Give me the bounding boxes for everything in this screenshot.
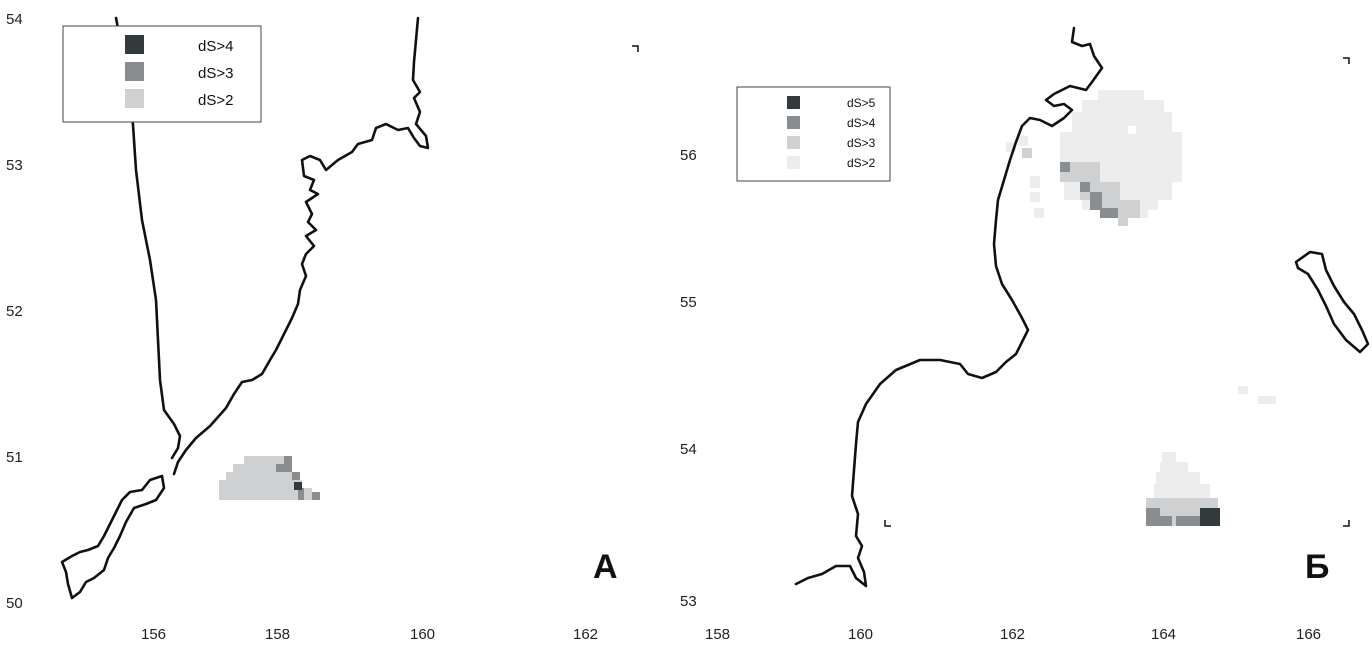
- island-paramushir: [60, 474, 166, 600]
- x-tick-166: 166: [1296, 626, 1321, 643]
- y-tick-53: 53: [680, 593, 697, 610]
- corner-mark: [632, 45, 639, 52]
- y-tick-52: 52: [6, 303, 23, 320]
- cell-gt4: [1080, 182, 1090, 192]
- legend-label-gt4: dS>4: [847, 116, 876, 130]
- legend-swatch-gt3: [125, 62, 144, 81]
- legend-label-gt3: dS>3: [198, 65, 233, 82]
- coastline-kamchatka-a: [172, 16, 430, 476]
- cell-gt2: [1072, 112, 1172, 132]
- corner-mark: [1343, 57, 1350, 64]
- cell-gt4: [284, 456, 292, 464]
- legend-box: [62, 25, 262, 123]
- legend-swatch-gt2: [787, 156, 800, 169]
- anomaly-region-b-north: [1006, 90, 1182, 226]
- cell-gt4: [1176, 516, 1200, 526]
- legend-label-gt4: dS>4: [198, 38, 233, 55]
- cell-gt3: [1146, 498, 1218, 508]
- legend-b: dS>5 dS>4 dS>3 dS>2: [736, 86, 891, 182]
- anomaly-region-a: [219, 456, 320, 500]
- cell-gt2: [1082, 100, 1164, 112]
- y-tick-55: 55: [680, 294, 697, 311]
- cell-gt2: [1018, 136, 1028, 146]
- cell-gt2: [1030, 192, 1040, 202]
- anomaly-region-b-south: [1146, 452, 1220, 526]
- legend-swatch-gt5: [787, 96, 800, 109]
- cell-gt2: [1156, 472, 1200, 484]
- legend-box: [736, 86, 891, 182]
- cell-gt4: [284, 464, 292, 472]
- cell-gt2: [1160, 462, 1188, 472]
- coastline-kamchatka-b: [794, 26, 1104, 588]
- cell-gt4: [312, 492, 320, 500]
- cell-gt4: [276, 464, 284, 472]
- legend-swatch-gt2: [125, 89, 144, 108]
- cell-gt3: [1118, 218, 1128, 226]
- legend-label-gt3: dS>3: [847, 136, 876, 150]
- x-tick-162: 162: [1000, 626, 1025, 643]
- cell-gt4: [292, 472, 300, 480]
- x-tick-160: 160: [410, 626, 435, 643]
- panel-b: 56 55 54 53 158 160 162 164 166: [680, 26, 1370, 643]
- legend-swatch-gt4: [787, 116, 800, 129]
- panel-letter-b: Б: [1305, 548, 1329, 586]
- cell-gt4: [1100, 208, 1118, 218]
- cell-gt2: [1034, 208, 1044, 218]
- island-karaginsky: [1294, 250, 1370, 354]
- y-tick-56: 56: [680, 147, 697, 164]
- x-tick-158: 158: [265, 626, 290, 643]
- cell-gap: [1128, 126, 1136, 134]
- legend-label-gt5: dS>5: [847, 96, 876, 110]
- x-tick-162: 162: [573, 626, 598, 643]
- cell-gt2: [1154, 484, 1210, 498]
- cell-gt2: [1258, 396, 1276, 404]
- cell-gt3: [244, 456, 284, 464]
- y-tick-53: 53: [6, 157, 23, 174]
- cell-gt3: [219, 480, 294, 488]
- cell-gt3: [1022, 148, 1032, 158]
- y-tick-54: 54: [680, 441, 697, 458]
- x-tick-156: 156: [141, 626, 166, 643]
- corner-mark: [1343, 520, 1350, 527]
- corner-mark: [884, 520, 891, 527]
- legend-swatch-gt3: [787, 136, 800, 149]
- cell-gt4: [298, 488, 304, 500]
- cell-gt2: [1162, 452, 1176, 462]
- cell-gt2: [1238, 386, 1248, 394]
- legend-swatch-gt4: [125, 35, 144, 54]
- x-tick-160: 160: [848, 626, 873, 643]
- cell-gt2: [1098, 90, 1144, 100]
- y-tick-54: 54: [6, 11, 23, 28]
- legend-a: dS>4 dS>3 dS>2: [62, 25, 262, 123]
- cell-gt4: [1160, 516, 1172, 526]
- panel-letter-a: А: [593, 548, 618, 586]
- cell-gt3: [233, 464, 283, 472]
- legend-label-gt2: dS>2: [847, 156, 876, 170]
- cell-gt2: [1060, 132, 1182, 162]
- cell-gt4: [1146, 508, 1160, 526]
- x-tick-158: 158: [705, 626, 730, 643]
- cell-gt5: [294, 482, 302, 490]
- cell-gt2: [1006, 142, 1016, 152]
- panel-a: 54 53 52 51 50 156 158 160 162: [6, 11, 639, 643]
- y-tick-50: 50: [6, 595, 23, 612]
- cell-gt2: [1030, 176, 1040, 188]
- cell-gt4: [1060, 162, 1070, 172]
- cell-gt3: [226, 472, 292, 480]
- y-tick-51: 51: [6, 449, 23, 466]
- x-tick-164: 164: [1151, 626, 1176, 643]
- legend-label-gt2: dS>2: [198, 92, 233, 109]
- cell-gt5: [1200, 508, 1220, 526]
- cell-gt4: [1090, 192, 1102, 210]
- cell-gt3: [219, 488, 312, 500]
